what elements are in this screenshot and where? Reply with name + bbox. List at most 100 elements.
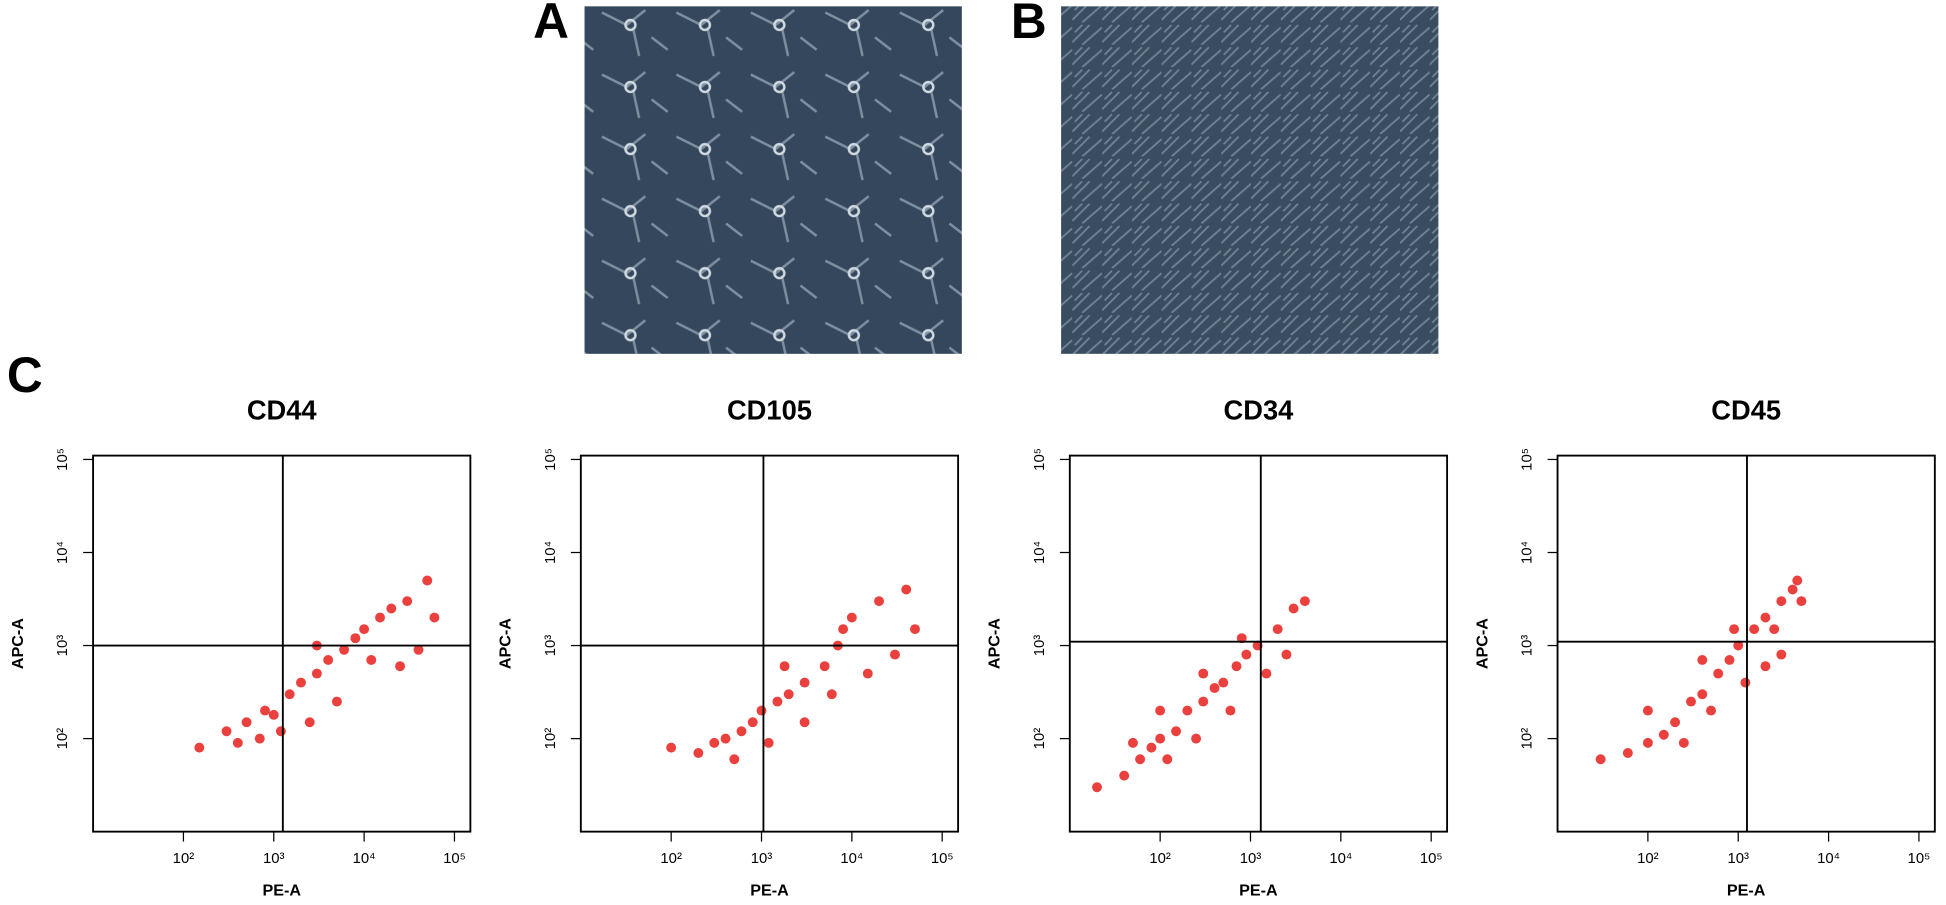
plots: CD44 10² 10³ 10⁴ 10⁵ 10² 10³ 10⁴ 10⁵ PE-A APC-A CD1… <box>9 394 1936 899</box>
point <box>772 696 783 707</box>
x-axis-label: PE-A <box>750 881 789 899</box>
point <box>194 742 205 753</box>
point <box>232 737 243 748</box>
point <box>1198 668 1209 679</box>
point <box>260 705 270 716</box>
point <box>1678 737 1689 748</box>
point <box>1706 705 1717 716</box>
point <box>874 596 885 607</box>
point <box>720 733 731 744</box>
point <box>359 624 370 635</box>
point <box>1182 705 1193 716</box>
panel-label: A <box>533 0 569 49</box>
point <box>366 654 377 665</box>
x-axis-label: PE-A <box>262 881 301 899</box>
point <box>838 624 849 635</box>
chart-title: CD105 <box>727 394 812 425</box>
point <box>1776 596 1787 607</box>
point <box>799 717 810 728</box>
chart-title: CD44 <box>247 394 318 425</box>
point <box>709 737 720 748</box>
point <box>1769 624 1780 635</box>
point <box>1729 624 1740 635</box>
point <box>901 584 912 595</box>
point <box>756 705 767 716</box>
point <box>1740 677 1751 688</box>
y-tick-label: 10³ <box>543 635 559 657</box>
point <box>799 677 810 688</box>
y-tick-label: 10⁵ <box>543 448 559 471</box>
x-tick-label: 10² <box>660 851 682 867</box>
point <box>331 696 342 707</box>
plot-frame <box>579 454 960 833</box>
point <box>284 689 295 700</box>
point <box>1272 624 1283 635</box>
x-tick-label: 10² <box>173 851 195 867</box>
point <box>1155 733 1166 744</box>
point <box>1236 633 1247 644</box>
point <box>1119 770 1130 781</box>
y-tick-label: 10² <box>543 728 559 750</box>
micrograph <box>584 6 962 354</box>
point <box>1281 649 1292 660</box>
x-tick-label: 10⁵ <box>931 851 954 867</box>
point <box>1146 742 1157 753</box>
point <box>304 717 315 728</box>
point <box>1261 668 1272 679</box>
point <box>1697 654 1708 665</box>
point <box>1686 696 1696 707</box>
y-tick-label: 10³ <box>1032 635 1048 657</box>
chart-title: CD45 <box>1711 394 1781 425</box>
y-tick-label: 10⁴ <box>1520 541 1536 564</box>
point <box>268 709 279 720</box>
point <box>1697 689 1708 700</box>
x-tick-label: 10³ <box>1727 851 1749 867</box>
point <box>846 612 857 623</box>
point <box>826 689 837 700</box>
y-tick-label: 10² <box>1520 728 1536 750</box>
point <box>889 649 900 660</box>
plot-frame <box>92 454 472 833</box>
point <box>1135 754 1146 765</box>
x-tick-label: 10⁴ <box>1817 851 1840 867</box>
chart-title: CD34 <box>1224 394 1295 425</box>
point <box>1171 726 1182 737</box>
point <box>1642 737 1653 748</box>
plot-frame <box>1068 454 1449 833</box>
x-axis-label: PE-A <box>1727 881 1766 899</box>
y-tick-label: 10⁵ <box>55 448 71 471</box>
y-tick-label: 10³ <box>1520 635 1536 657</box>
point <box>1225 705 1236 716</box>
point <box>1642 705 1653 716</box>
y-tick-label: 10⁴ <box>55 541 71 564</box>
point <box>693 748 704 758</box>
y-tick-label: 10² <box>1032 728 1048 750</box>
point <box>783 689 794 700</box>
point <box>241 717 252 728</box>
point <box>1595 754 1606 765</box>
x-tick-label: 10⁴ <box>353 851 376 867</box>
point <box>1209 683 1220 693</box>
point <box>1733 640 1744 651</box>
point <box>221 726 232 737</box>
point <box>339 644 350 655</box>
point <box>819 661 830 672</box>
point <box>1127 737 1138 748</box>
point <box>1299 596 1310 607</box>
point <box>1622 748 1633 758</box>
point <box>395 661 406 672</box>
x-tick-label: 10⁵ <box>1420 851 1443 867</box>
point <box>1155 705 1166 716</box>
point <box>350 633 361 644</box>
point <box>413 644 424 655</box>
point <box>1162 754 1173 765</box>
x-tick-label: 10² <box>1637 851 1659 867</box>
point <box>779 661 790 672</box>
point <box>736 726 747 737</box>
x-tick-label: 10⁴ <box>840 851 863 867</box>
x-tick-label: 10³ <box>263 851 285 867</box>
point <box>429 612 440 623</box>
y-tick-label: 10⁴ <box>1032 541 1048 564</box>
panel-label: B <box>1011 0 1047 49</box>
